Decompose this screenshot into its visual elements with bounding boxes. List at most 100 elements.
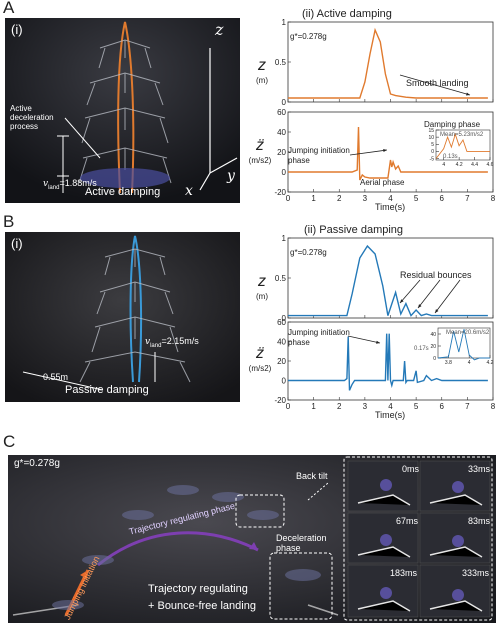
photo-passive-damping: (i) 0.55m vland=2.15m/s Passive damping — [5, 232, 240, 402]
g-label: g*=0.278g — [290, 32, 327, 41]
x-tick-label: 4.6 — [487, 162, 494, 168]
v-value: =2.15m/s — [161, 336, 199, 346]
y-tick-label: -5 — [430, 156, 435, 162]
x-tick-label: 7 — [465, 402, 470, 411]
x-tick-label: 7 — [465, 194, 470, 203]
photo-caption: Passive damping — [65, 384, 149, 396]
x-tick-label: 4.4 — [471, 162, 478, 168]
g-label: g*=0.278g — [14, 458, 60, 469]
y-tick-label: 20 — [430, 344, 436, 350]
plot-frame — [287, 237, 494, 319]
y-tick-label: 1 — [282, 18, 287, 27]
panel-letter-a: A — [3, 0, 15, 17]
x-tick-label: 4.2 — [456, 162, 463, 168]
plot-frame — [287, 21, 494, 103]
frame-label: 67ms — [396, 516, 419, 526]
series-line — [288, 244, 488, 317]
y-tick-label: 0 — [282, 376, 287, 385]
y-tick-label: 0 — [282, 98, 287, 107]
jumping-initiation-label: Jumping initiation phase — [288, 328, 350, 347]
g-label: g*=0.278g — [290, 248, 327, 257]
residual-bounce-arrow-head — [400, 299, 404, 303]
chart-a-z: 0 0.5 1 z (m) — [256, 18, 494, 107]
jumping-initiation-arrow-head — [383, 148, 387, 153]
series-line — [288, 27, 488, 99]
robot-bounce-illustration — [5, 232, 240, 402]
smooth-landing-arrow — [399, 74, 471, 96]
x-tick-label: 2 — [337, 402, 342, 411]
frame-label: 33ms — [468, 464, 491, 474]
y-tick-label: 0.5 — [275, 58, 287, 67]
y-axis-unit: (m/s2) — [249, 364, 272, 373]
photo-active-damping: (i) z y x Active deceleration process vl… — [5, 18, 240, 203]
x-tick-label: 4 — [388, 402, 393, 411]
frame-label: 333ms — [462, 568, 490, 578]
residual-bounce-arrow — [417, 279, 441, 309]
y-axis-label: z — [257, 273, 266, 290]
caption-line-2: + Bounce-free landing — [148, 600, 256, 612]
photo-label: (i) — [11, 22, 23, 37]
residual-bounces-label: Residual bounces — [400, 270, 472, 280]
y-axis-unit: (m) — [256, 76, 268, 85]
inset-mean-label: Mean=5.23m/s2 — [440, 132, 484, 138]
y-tick-label: 0 — [282, 314, 287, 323]
chart-b-z: 0 0.5 1 z (m) — [256, 234, 494, 323]
x-tick-label: 8 — [491, 402, 496, 411]
v-value: =1.88m/s — [59, 178, 97, 188]
series-line — [437, 329, 490, 361]
x-tick-label: 6 — [440, 194, 445, 203]
x-tick-label: 6 — [440, 402, 445, 411]
x-tick-label: 2 — [337, 194, 342, 203]
y-tick-label: 15 — [428, 128, 434, 134]
caption-line-1: Trajectory regulating — [148, 583, 248, 595]
x-tick-label: 4.2 — [487, 360, 494, 366]
v-subscript: land — [48, 184, 60, 191]
y-tick-label: 0 — [433, 356, 436, 362]
x-tick-label: 3 — [363, 194, 368, 203]
x-tick-label: 5 — [414, 194, 419, 203]
y-axis-label: z̈ — [255, 137, 264, 154]
x-tick-label: 3.8 — [445, 360, 452, 366]
photo-label: (i) — [11, 236, 23, 251]
chart-b-inset: 0 20 40 3.8 4 4.2 — [430, 327, 494, 366]
series-line — [288, 333, 488, 391]
series-line — [288, 126, 488, 181]
y-axis-label: z̈ — [255, 345, 264, 362]
y-tick-label: 0 — [282, 168, 287, 177]
y-axis-unit: (m/s2) — [249, 156, 272, 165]
y-tick-label: -20 — [274, 188, 286, 197]
v-subscript: land — [150, 342, 162, 349]
v-symbol: v — [145, 337, 151, 347]
x-tick-label: 1 — [311, 402, 316, 411]
y-tick-label: -20 — [274, 396, 286, 405]
residual-bounce-arrow — [399, 279, 421, 304]
aerial-phase-label: Aerial phase — [360, 178, 405, 187]
series-line — [435, 132, 490, 159]
x-tick-label: 4 — [468, 360, 471, 366]
inset-time-label: 0.17s — [414, 346, 429, 352]
y-tick-label: 60 — [277, 318, 286, 327]
x-tick-label: 1 — [311, 194, 316, 203]
photo-trajectory-landing: g*=0.278g Back tilt Trajectory regulatin… — [8, 455, 496, 623]
residual-bounce-arrow-head — [435, 309, 439, 313]
plot-active-damping: 0 0.5 1 z (m) -20 0 20 40 60 0 1 2 3 4 5 6 7 8 z̈ (m/s2) -5 0 5… — [240, 0, 500, 215]
photo-caption: Active damping — [85, 186, 161, 198]
y-tick-label: 60 — [277, 108, 286, 117]
panel-letter-c: C — [3, 432, 16, 451]
deceleration-phase-label: Deceleration phase — [276, 533, 327, 553]
x-tick-label: 4 — [388, 194, 393, 203]
y-tick-label: 0.5 — [275, 274, 287, 283]
x-tick-label: 4 — [442, 162, 445, 168]
deceleration-annotation: Active deceleration process — [10, 104, 54, 131]
axis-z-label: z — [215, 20, 224, 39]
x-tick-label: 5 — [414, 402, 419, 411]
robot-trajectory-illustration — [5, 18, 240, 203]
x-tick-label: 3 — [363, 402, 368, 411]
y-axis-label: z — [257, 57, 266, 74]
y-tick-label: 40 — [277, 337, 286, 346]
x-tick-label: 0 — [286, 194, 291, 203]
y-tick-label: 0 — [431, 149, 434, 155]
